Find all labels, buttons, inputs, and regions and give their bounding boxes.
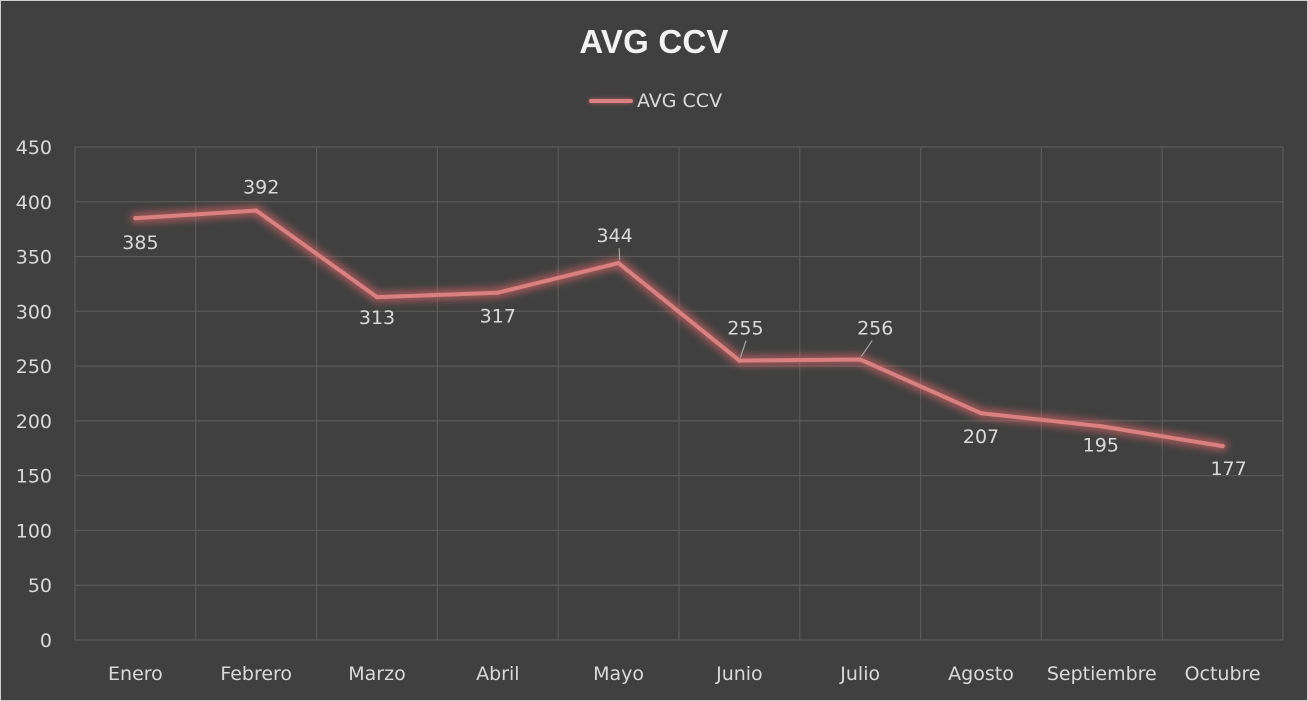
data-label: 385	[122, 232, 158, 254]
y-tick-label: 150	[16, 466, 52, 488]
y-tick-label: 250	[16, 356, 52, 378]
x-tick-label: Enero	[108, 663, 163, 685]
data-labels: 385 392 313 317 344 255 256 207 195 177	[122, 177, 1246, 481]
legend-swatch	[589, 99, 633, 103]
y-tick-label: 300	[16, 301, 52, 323]
series-line	[133, 208, 1225, 449]
axis-labels: 0 50 100 150 200 250 300 350 400 450 Enero Febrero M…	[16, 137, 1261, 685]
data-point	[133, 216, 138, 221]
data-label-leader	[860, 340, 873, 357]
x-tick-label: Febrero	[220, 663, 292, 685]
data-point	[495, 290, 500, 295]
data-point	[858, 357, 863, 362]
x-tick-label: Abril	[476, 663, 519, 685]
data-point	[737, 358, 742, 363]
gridlines	[74, 146, 1284, 641]
y-tick-label: 450	[16, 137, 52, 159]
x-tick-label: Mayo	[593, 663, 644, 685]
x-tick-label: Marzo	[348, 663, 405, 685]
data-label: 392	[243, 177, 279, 199]
data-label: 177	[1210, 458, 1246, 480]
x-tick-label: Agosto	[948, 663, 1014, 685]
y-tick-label: 100	[16, 520, 52, 542]
data-point	[616, 260, 621, 266]
x-tick-label: Julio	[839, 663, 880, 685]
y-tick-label: 50	[28, 575, 52, 597]
chart-title: AVG CCV	[579, 23, 729, 60]
data-label: 195	[1083, 434, 1119, 456]
y-tick-label: 200	[16, 411, 52, 433]
data-label: 317	[480, 306, 516, 328]
x-tick-label: Junio	[715, 663, 763, 685]
data-point	[374, 294, 380, 300]
data-label: 255	[727, 318, 763, 340]
y-tick-label: 400	[16, 192, 52, 214]
data-label: 256	[857, 318, 893, 340]
data-label-leader	[739, 340, 747, 358]
legend: AVG CCV	[589, 87, 722, 115]
legend-label: AVG CCV	[637, 90, 723, 112]
data-point	[1099, 424, 1105, 429]
y-tick-label: 0	[40, 630, 52, 652]
x-tick-label: Octubre	[1185, 663, 1261, 685]
data-point	[254, 208, 259, 213]
y-tick-label: 350	[16, 247, 52, 269]
x-tick-label: Septiembre	[1047, 663, 1157, 685]
data-point	[978, 411, 984, 416]
data-label: 313	[359, 307, 395, 329]
data-point	[1220, 443, 1225, 449]
data-label: 344	[596, 225, 632, 247]
data-label: 207	[963, 426, 999, 448]
series-layer	[130, 205, 1228, 452]
